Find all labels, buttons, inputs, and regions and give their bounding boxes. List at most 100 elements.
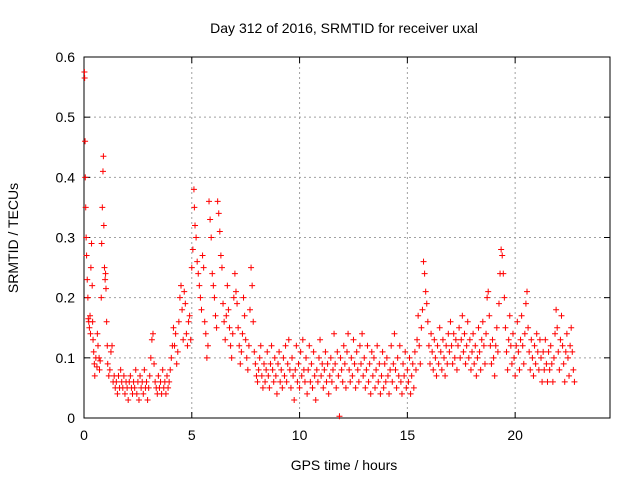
data-point: [326, 372, 333, 379]
data-point: [221, 318, 228, 325]
data-point: [200, 264, 207, 271]
data-point: [487, 342, 494, 349]
data-point: [193, 234, 200, 241]
data-point: [372, 384, 379, 391]
data-point: [210, 282, 217, 289]
data-point: [451, 354, 458, 361]
data-point: [401, 372, 408, 379]
data-point: [547, 342, 554, 349]
data-point: [342, 384, 349, 391]
data-point: [282, 342, 289, 349]
data-point: [508, 360, 515, 367]
data-point: [285, 336, 292, 343]
data-point: [559, 342, 566, 349]
data-point: [294, 378, 301, 385]
data-point: [491, 372, 498, 379]
data-point: [455, 342, 462, 349]
data-point: [264, 348, 271, 355]
data-point: [163, 372, 170, 379]
data-point: [500, 270, 507, 277]
y-tick-label: 0.3: [56, 230, 76, 246]
data-point: [96, 354, 103, 361]
data-point: [127, 372, 134, 379]
data-point: [519, 342, 526, 349]
data-point: [376, 360, 383, 367]
data-point: [173, 360, 180, 367]
data-point: [425, 342, 432, 349]
data-point: [557, 336, 564, 343]
data-point: [106, 366, 113, 373]
data-point: [556, 366, 563, 373]
data-point: [327, 354, 334, 361]
data-point: [534, 348, 541, 355]
data-point: [263, 366, 270, 373]
data-point: [353, 348, 360, 355]
data-point: [224, 282, 231, 289]
data-point: [338, 366, 345, 373]
data-point: [549, 378, 556, 385]
data-point: [472, 342, 479, 349]
data-point: [315, 354, 322, 361]
data-point: [396, 342, 403, 349]
data-point: [473, 372, 480, 379]
data-point: [240, 294, 247, 301]
data-point: [178, 282, 185, 289]
data-point: [450, 330, 457, 337]
data-point: [393, 384, 400, 391]
data-point: [430, 366, 437, 373]
data-point: [362, 384, 369, 391]
data-point: [187, 336, 194, 343]
data-point: [203, 354, 210, 361]
data-point: [243, 354, 250, 361]
data-point: [459, 312, 466, 319]
data-point: [504, 366, 511, 373]
data-point: [535, 366, 542, 373]
data-point: [310, 348, 317, 355]
data-point: [152, 378, 159, 385]
data-point: [145, 384, 152, 391]
data-point: [494, 348, 501, 355]
data-point: [332, 360, 339, 367]
data-point: [355, 378, 362, 385]
data-point: [522, 300, 529, 307]
data-point: [235, 324, 242, 331]
data-point: [137, 372, 144, 379]
data-point: [135, 396, 142, 403]
data-point: [207, 216, 214, 223]
data-point: [211, 294, 218, 301]
data-point: [182, 300, 189, 307]
data-point: [324, 360, 331, 367]
data-point: [290, 372, 297, 379]
data-point: [304, 390, 311, 397]
y-tick-label: 0: [67, 410, 75, 426]
data-point: [208, 234, 215, 241]
data-point: [190, 186, 197, 193]
data-point: [257, 342, 264, 349]
data-point: [322, 348, 329, 355]
data-point: [544, 378, 551, 385]
tick-layer: 0 0.1 0.2 0.3 0.4 0.5 0.6 0 5 10 15 20: [56, 49, 610, 443]
data-point: [165, 384, 172, 391]
data-point: [276, 348, 283, 355]
data-point: [484, 294, 491, 301]
data-point: [218, 264, 225, 271]
data-point: [414, 336, 421, 343]
data-point: [403, 384, 410, 391]
data-point: [323, 378, 330, 385]
data-point: [564, 354, 571, 361]
data-point: [418, 324, 425, 331]
data-point: [99, 168, 106, 175]
data-point: [533, 330, 540, 337]
data-point: [231, 270, 238, 277]
data-point: [82, 174, 89, 181]
data-point: [312, 396, 319, 403]
data-point: [561, 378, 568, 385]
data-point: [317, 336, 324, 343]
data-point: [296, 384, 303, 391]
data-point: [479, 318, 486, 325]
data-point: [147, 354, 154, 361]
data-point: [518, 312, 525, 319]
y-tick-label: 0.1: [56, 350, 76, 366]
data-point: [253, 372, 260, 379]
data-point: [222, 336, 229, 343]
